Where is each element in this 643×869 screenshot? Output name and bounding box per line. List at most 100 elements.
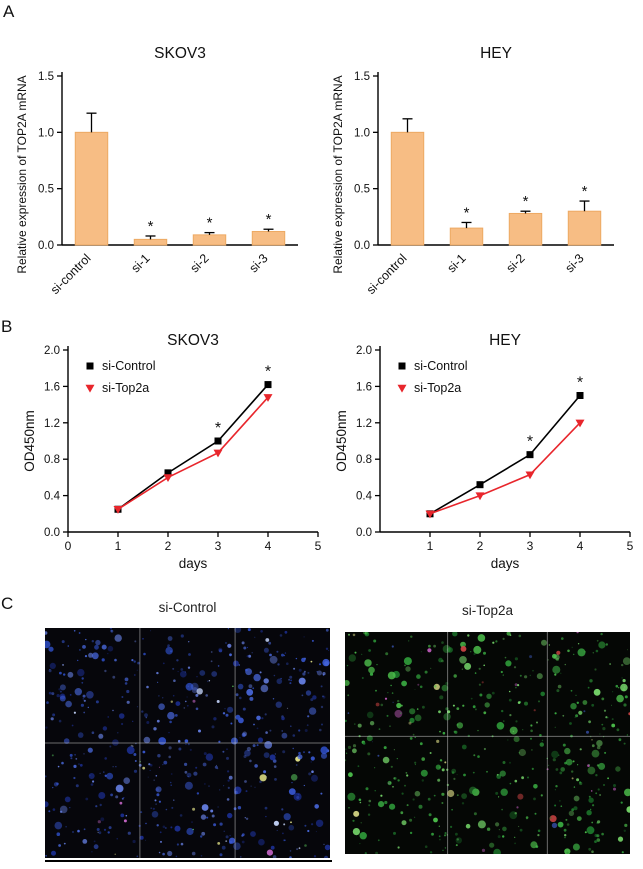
cell-dot	[438, 825, 440, 827]
cell-dot	[611, 718, 614, 721]
cell-dot	[596, 764, 600, 767]
cell-dot	[280, 677, 282, 680]
cell-dot	[195, 707, 199, 711]
cell-dot	[201, 831, 206, 836]
cell-dot	[420, 651, 422, 653]
cell-dot	[456, 794, 459, 797]
cell-dot	[618, 687, 620, 689]
cell-dot	[375, 689, 377, 692]
cell-dot	[167, 711, 175, 720]
cell-dot	[554, 712, 557, 715]
cell-dot	[519, 828, 523, 832]
cell-dot	[259, 780, 262, 784]
cell-dot	[225, 835, 229, 839]
cell-dot	[196, 688, 203, 695]
cell-dot	[364, 631, 368, 635]
cell-dot	[304, 729, 308, 732]
cell-dot	[96, 828, 100, 831]
cell-dot	[112, 675, 116, 679]
cell-dot	[243, 646, 247, 650]
cell-dot	[564, 663, 566, 666]
cell-dot	[82, 694, 86, 698]
cell-dot	[408, 640, 410, 642]
cell-dot	[148, 763, 151, 766]
cell-dot	[273, 820, 279, 826]
cell-dot	[473, 645, 482, 654]
cell-dot	[248, 684, 253, 689]
cell-dot	[438, 778, 440, 780]
cell-dot	[556, 689, 560, 693]
cell-dot	[325, 647, 329, 650]
cell-dot	[114, 634, 122, 642]
cell-dot	[147, 776, 149, 778]
bar-chart-hey: HEY 0.0 0.5 1.0 1.5 Relative expression of TO…	[330, 16, 630, 316]
cell-dot	[304, 844, 307, 847]
cell-dot	[325, 628, 329, 632]
cell-dot	[293, 792, 302, 801]
cell-dot	[188, 641, 190, 643]
cell-dot	[281, 716, 285, 721]
cell-dot	[393, 831, 396, 835]
micrograph-si-control	[42, 626, 331, 860]
x-tick-label: 2	[165, 539, 172, 553]
cell-dot	[70, 757, 73, 760]
cell-dot	[571, 646, 573, 648]
cell-dot	[200, 855, 203, 857]
cell-dot	[199, 670, 206, 676]
bar	[449, 227, 484, 246]
cell-dot	[551, 750, 559, 759]
cell-dot	[374, 790, 376, 792]
cell-dot	[186, 827, 194, 836]
cell-dot	[200, 814, 207, 820]
significance-asterisk: *	[464, 204, 470, 221]
cell-dot	[269, 655, 278, 664]
cell-dot	[530, 737, 532, 740]
cell-dot	[187, 775, 189, 778]
cell-dot	[586, 730, 589, 734]
cell-dot	[158, 851, 161, 854]
cell-dot	[48, 691, 52, 695]
cell-dot	[596, 834, 600, 838]
cell-dot	[393, 749, 395, 751]
cell-dot	[505, 660, 512, 667]
cell-dot	[461, 668, 464, 670]
cell-dot	[441, 802, 444, 804]
cell-dot	[266, 849, 273, 856]
cell-dot	[134, 760, 137, 762]
cell-dot	[167, 645, 169, 648]
cell-dot	[277, 663, 280, 666]
cell-dot	[290, 725, 292, 727]
cell-dot	[513, 666, 517, 669]
cell-dot	[409, 717, 415, 723]
cell-dot	[376, 664, 378, 666]
line-chart-svg: SKOV3 0.0 0.4 0.8 1.2 1.6 2.0 OD450nm 0 1 2 3 4 5 days…	[22, 332, 322, 571]
cell-dot	[202, 762, 207, 767]
cell-dot	[321, 723, 323, 726]
cell-dot	[245, 817, 249, 820]
cell-dot	[517, 793, 524, 800]
cell-dot	[378, 801, 385, 808]
cell-dot	[210, 651, 213, 653]
y-tick-label: 0.0	[44, 527, 60, 539]
cell-dot	[506, 631, 511, 636]
cell-dot	[421, 757, 425, 761]
cell-dot	[242, 707, 246, 711]
cell-dot	[352, 819, 355, 822]
cell-dot	[82, 645, 86, 649]
scale-bar	[45, 860, 332, 862]
cell-dot	[460, 646, 467, 652]
cell-dot	[463, 773, 466, 777]
cell-dot	[401, 792, 404, 795]
cell-dot	[114, 658, 117, 662]
y-tick-label: 0.0	[354, 240, 370, 252]
cell-dot	[217, 665, 220, 667]
cell-dot	[291, 782, 293, 784]
cell-dot	[403, 657, 412, 666]
chart-title: SKOV3	[167, 332, 219, 349]
cell-dot	[186, 704, 189, 707]
cell-dot	[232, 685, 234, 688]
cell-dot	[308, 772, 312, 776]
significance-asterisk: *	[523, 193, 529, 210]
cell-dot	[404, 784, 406, 787]
cell-dot	[102, 726, 108, 731]
